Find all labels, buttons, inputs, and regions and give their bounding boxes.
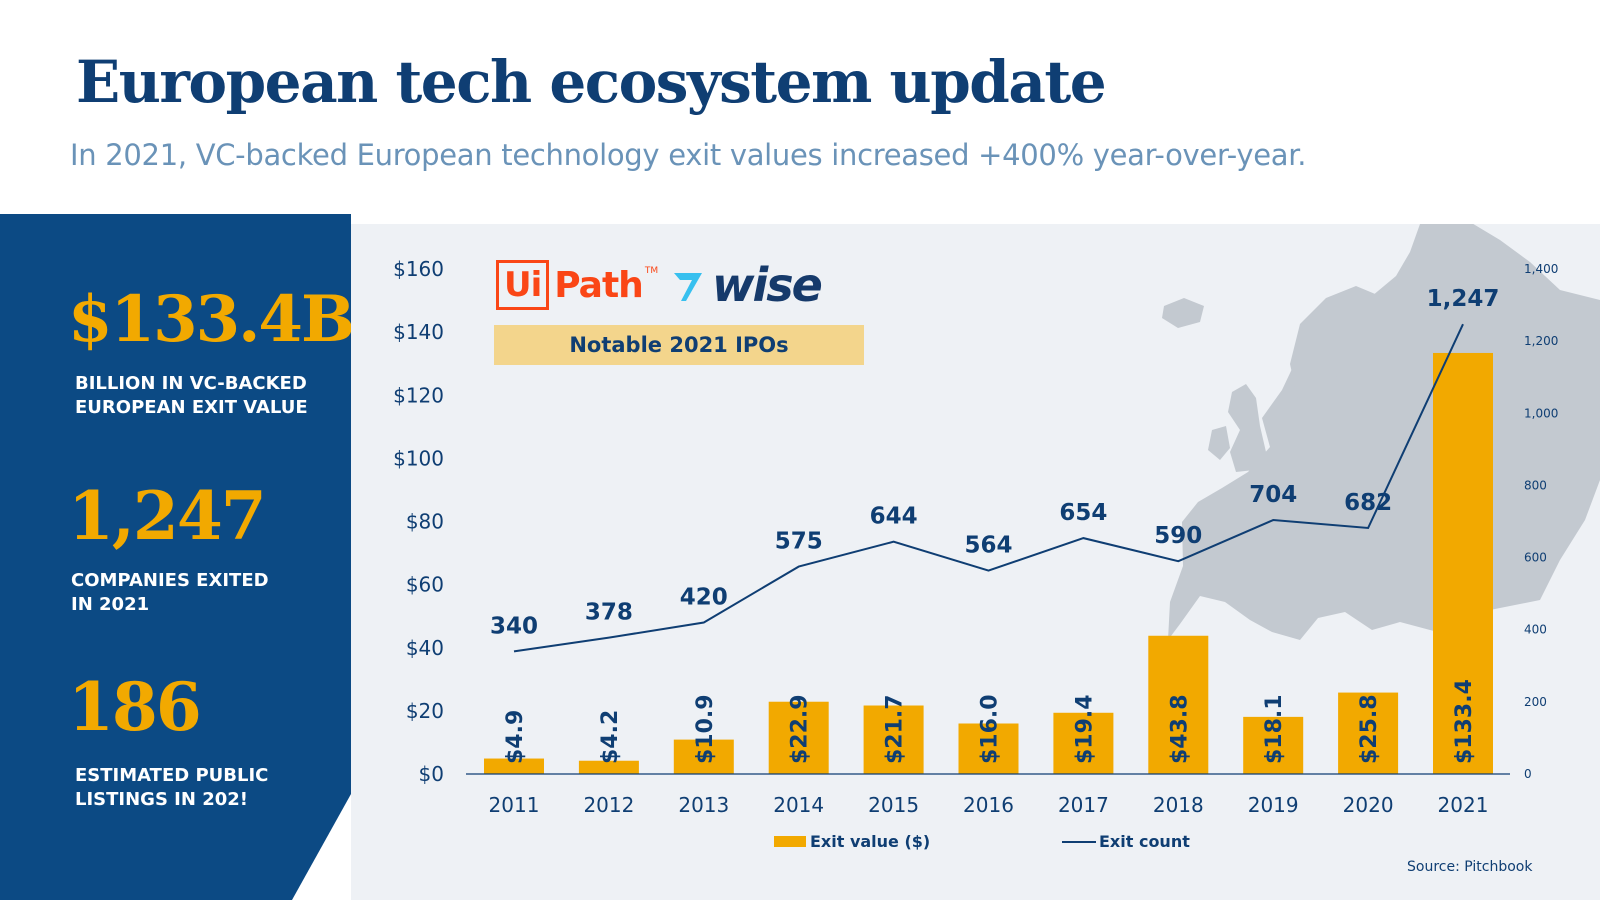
stat-companies-label-line1: COMPANIES EXITED	[71, 570, 269, 591]
stat-exit-value: $133.4B	[68, 282, 355, 357]
bar-label-2013: $10.9	[693, 694, 718, 764]
y-right-tick-label: 1,400	[1524, 262, 1558, 276]
exit-count-label-2019: 704	[1249, 482, 1297, 508]
uipath-logo: Ui Path TM	[496, 260, 658, 310]
bar-2021	[1433, 352, 1493, 774]
y-right-tick-label: 800	[1524, 478, 1547, 492]
bar-2018	[1148, 635, 1209, 774]
stat-listings-label-line1: ESTIMATED PUBLIC	[75, 765, 269, 786]
bar-label-2014: $22.9	[788, 694, 813, 764]
bar-2011	[484, 758, 544, 774]
bar-label-2018: $43.8	[1167, 694, 1192, 764]
stat-exit-value-label-line2: EUROPEAN EXIT VALUE	[75, 397, 308, 418]
bar-label-2015: $21.7	[883, 694, 908, 764]
y-left-tick-label: $80	[406, 510, 444, 534]
legend-exit-value: Exit value ($)	[774, 832, 930, 851]
wise-logo-text: wise	[712, 258, 823, 312]
exit-count-label-2016: 564	[964, 533, 1012, 559]
x-tick-label-2015: 2015	[868, 793, 919, 817]
y-right-tick-label: 400	[1524, 623, 1547, 637]
stat-exit-value-label-line1: BILLION IN VC-BACKED	[75, 373, 307, 394]
europe-mainland-shape	[1168, 224, 1600, 640]
y-left-tick-label: $100	[393, 446, 444, 470]
exit-count-label-2018: 590	[1154, 523, 1202, 549]
exit-chart: $4.9 $4.2 $10.9 $22.9 $21.7 $16.0 $19.4 $43.8 $1…	[393, 224, 1600, 817]
y-right-tick-label: 1,000	[1524, 406, 1558, 420]
exit-count-line	[513, 323, 1464, 653]
bar-2020	[1338, 692, 1399, 774]
exit-count-label-2017: 654	[1059, 500, 1107, 526]
notable-ipos-banner: Notable 2021 IPOs	[494, 325, 864, 365]
stat-companies-exited: 1,247	[68, 477, 267, 555]
uipath-logo-text: Path	[554, 264, 644, 306]
y-left-tick-label: $120	[393, 383, 444, 407]
bar-2016	[958, 723, 1019, 774]
exit-value-bars: $4.9 $4.2 $10.9 $22.9 $21.7 $16.0 $19.4 $43.8 $1…	[484, 352, 1493, 774]
legend-exit-count-label: Exit count	[1099, 832, 1190, 851]
legend-bar-swatch	[774, 836, 806, 847]
stat-listings-label-line2: LISTINGS IN 202!	[75, 789, 248, 810]
x-tick-label-2021: 2021	[1438, 793, 1489, 817]
legend-exit-count: Exit count	[1062, 832, 1190, 851]
bar-label-2017: $19.4	[1072, 694, 1097, 764]
europe-map-background	[1162, 224, 1600, 640]
x-tick-label-2013: 2013	[678, 793, 729, 817]
ireland-shape	[1208, 426, 1230, 460]
page-title: European tech ecosystem update	[76, 48, 1107, 116]
bar-label-2021: $133.4	[1452, 679, 1477, 764]
source-note: Source: Pitchbook	[1407, 859, 1533, 875]
stat-companies-label-line2: IN 2021	[71, 594, 150, 615]
wise-flag-icon	[674, 273, 702, 301]
y-right-tick-label: 600	[1524, 551, 1547, 565]
chart-axes: $0 $20 $40 $60 $80 $100 $120 $140 $160 0 200 400 600…	[393, 257, 1558, 817]
y-left-tick-label: $0	[419, 762, 444, 786]
stats-sidebar	[0, 214, 351, 900]
bar-2017	[1053, 712, 1114, 774]
exit-count-label-2011: 340	[490, 613, 538, 639]
bar-2013	[673, 739, 734, 774]
exit-count-label-2015: 644	[870, 504, 918, 530]
exit-count-label-2014: 575	[775, 529, 823, 555]
legend-line-swatch	[1062, 840, 1096, 843]
x-tick-label-2016: 2016	[963, 793, 1014, 817]
exit-count-line-group: 340 378 420 575 644 564 654 590 704 682 1,247	[490, 286, 1500, 653]
exit-count-label-2020: 682	[1344, 490, 1392, 516]
y-right-tick-label: 200	[1524, 695, 1547, 709]
stat-public-listings: 186	[68, 668, 202, 746]
bar-2015	[863, 705, 924, 774]
bar-label-2016: $16.0	[978, 694, 1003, 764]
x-tick-label-2014: 2014	[773, 793, 824, 817]
x-tick-label-2011: 2011	[489, 793, 540, 817]
bar-label-2012: $4.2	[598, 710, 623, 764]
bar-label-2011: $4.9	[503, 710, 528, 764]
y-left-tick-label: $160	[393, 257, 444, 281]
bar-label-2020: $25.8	[1357, 694, 1382, 764]
iceland-shape	[1162, 298, 1204, 328]
bar-2019	[1243, 716, 1304, 774]
x-tick-label-2018: 2018	[1153, 793, 1204, 817]
y-left-tick-label: $60	[406, 573, 444, 597]
scandinavia-shape	[1290, 286, 1380, 420]
y-left-tick-label: $20	[406, 699, 444, 723]
uipath-trademark: TM	[644, 266, 659, 276]
bar-2012	[578, 760, 639, 774]
bar-2014	[768, 701, 829, 774]
exit-count-label-2021: 1,247	[1427, 286, 1500, 312]
legend-exit-value-label: Exit value ($)	[810, 832, 931, 851]
uipath-logo-box: Ui	[496, 260, 550, 310]
x-tick-label-2020: 2020	[1343, 793, 1394, 817]
x-tick-label-2017: 2017	[1058, 793, 1109, 817]
y-right-tick-label: 1,200	[1524, 334, 1558, 348]
page-subtitle: In 2021, VC-backed European technology e…	[70, 138, 1307, 172]
x-tick-label-2012: 2012	[583, 793, 634, 817]
wise-logo: wise	[672, 258, 823, 312]
y-left-tick-label: $140	[393, 320, 444, 344]
uk-shape	[1228, 384, 1266, 472]
x-tick-label-2019: 2019	[1248, 793, 1299, 817]
y-left-tick-label: $40	[406, 636, 444, 660]
exit-count-label-2013: 420	[680, 585, 728, 611]
exit-count-label-2012: 378	[585, 600, 633, 626]
bar-label-2019: $18.1	[1262, 694, 1287, 764]
y-right-tick-label: 0	[1524, 767, 1532, 781]
